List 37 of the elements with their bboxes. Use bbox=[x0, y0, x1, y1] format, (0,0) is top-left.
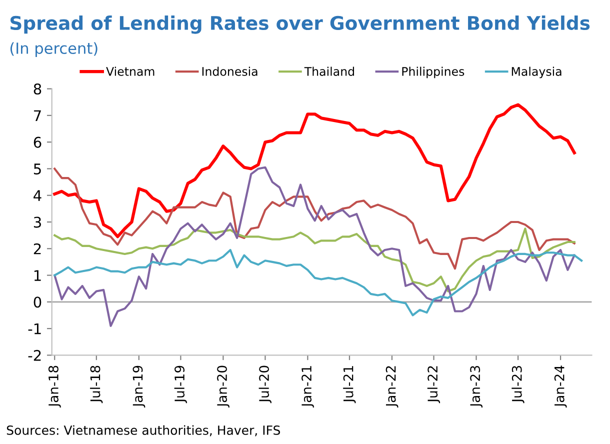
line-series bbox=[54, 228, 576, 292]
y-tick-label: 6 bbox=[34, 136, 42, 148]
legend-label: Thailand bbox=[304, 66, 354, 76]
legend-label: Malaysia bbox=[512, 66, 562, 78]
line-series bbox=[54, 248, 583, 316]
x-tick-label: Jan-23 bbox=[470, 366, 483, 408]
y-tick-label: 4 bbox=[34, 190, 42, 201]
y-tick-label: 3 bbox=[34, 216, 41, 228]
x-tick-label: Jan-18 bbox=[48, 366, 61, 408]
y-tick-label: 8 bbox=[34, 84, 42, 95]
x-tick-label: Jul-23 bbox=[512, 366, 524, 404]
x-tick-label: Jul-22 bbox=[427, 366, 440, 404]
line-series bbox=[54, 166, 576, 327]
y-tick-label: 5 bbox=[34, 164, 41, 174]
y-tick-label: -1 bbox=[28, 323, 41, 334]
x-tick-label: Jul-18 bbox=[90, 366, 103, 404]
chart-subtitle: (In percent) bbox=[10, 42, 98, 57]
legend-label: Vietnam bbox=[106, 66, 154, 76]
y-tick-label: -2 bbox=[28, 350, 41, 361]
y-tick-label: 2 bbox=[34, 243, 41, 254]
x-tick-label: Jul-21 bbox=[343, 366, 356, 404]
x-tick-label: Jan-20 bbox=[217, 366, 230, 408]
legend-label: Philippines bbox=[402, 66, 464, 78]
y-tick-label: 0 bbox=[34, 296, 42, 308]
line-series bbox=[54, 168, 576, 270]
x-tick-label: Jan-24 bbox=[554, 366, 567, 408]
chart-title: Spread of Lending Rates over Government Bond Yields bbox=[10, 16, 590, 34]
x-tick-label: Jul-20 bbox=[258, 366, 272, 404]
source-note: Sources: Vietnamese authorities, Haver, IFS bbox=[6, 425, 280, 436]
line-series bbox=[53, 103, 576, 238]
x-tick-label: Jan-22 bbox=[386, 366, 398, 408]
y-tick-label: 1 bbox=[34, 270, 41, 281]
y-tick-label: 7 bbox=[34, 110, 41, 121]
x-tick-label: Jul-19 bbox=[174, 366, 187, 404]
x-tick-label: Jan-21 bbox=[302, 366, 314, 408]
x-tick-label: Jan-19 bbox=[132, 366, 146, 408]
legend-label: Indonesia bbox=[202, 66, 258, 76]
